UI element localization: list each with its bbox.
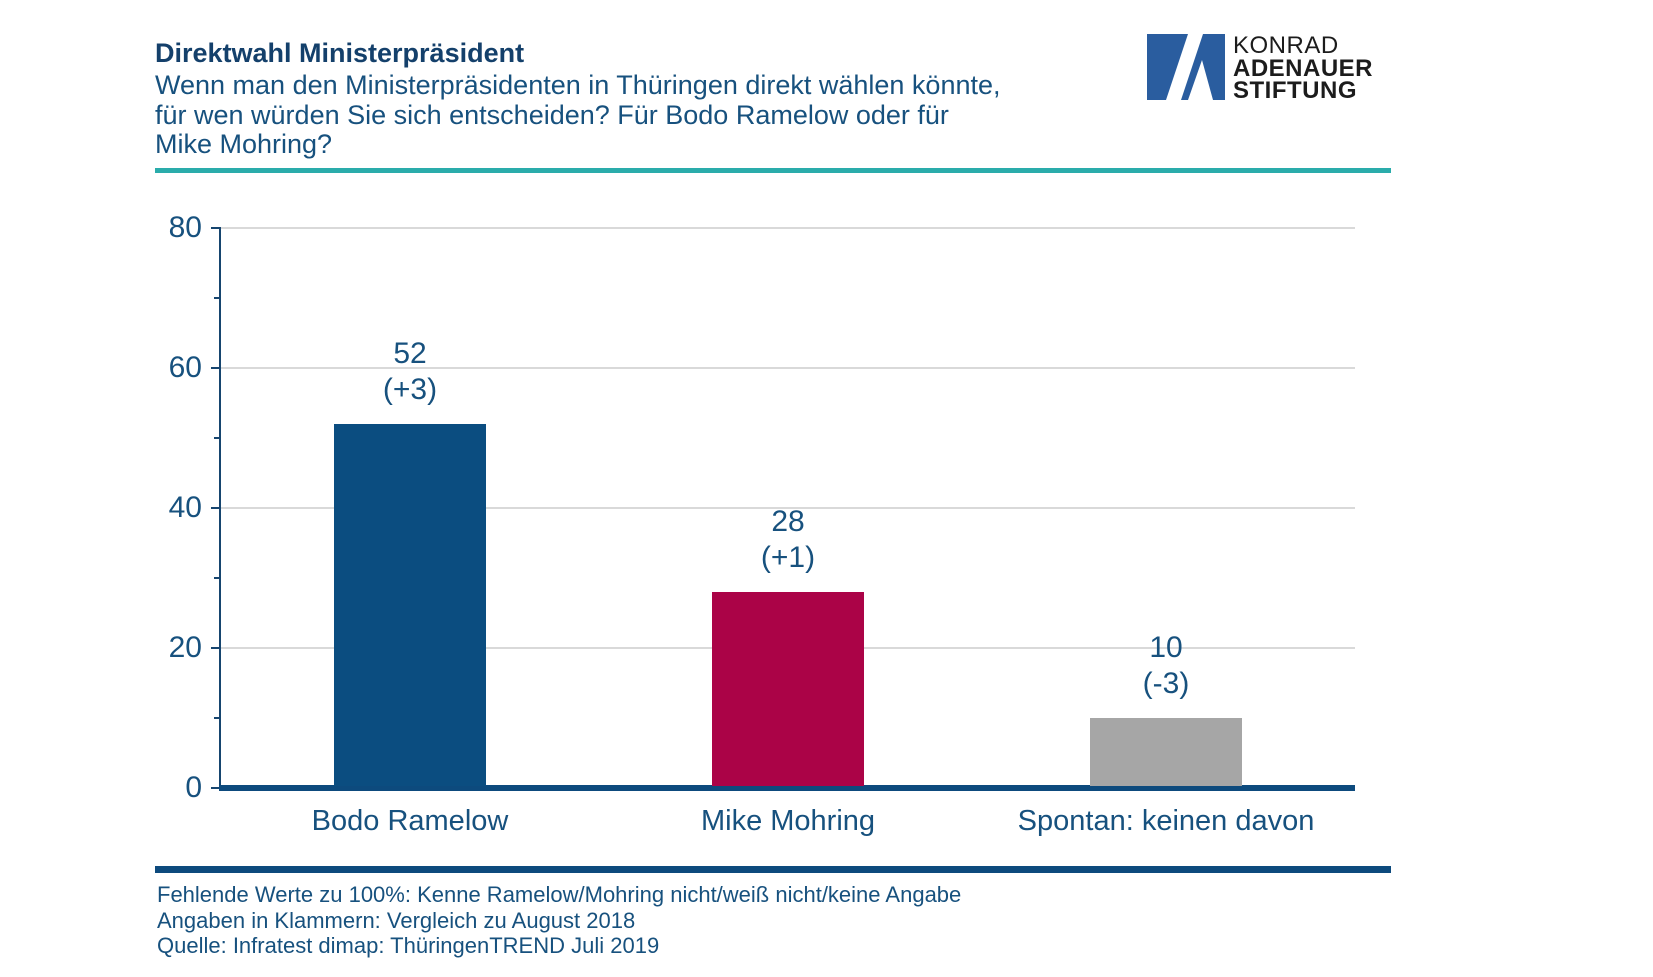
bar-spontan-keinen-davon [1090, 718, 1242, 786]
y-axis-minor-tick-70 [214, 297, 221, 299]
survey-question-line: für wen würden Sie sich entscheiden? Für… [155, 99, 949, 130]
bar-value-label: 10 (-3) [1066, 630, 1266, 702]
survey-question-line: Mike Mohring? [155, 129, 333, 159]
y-axis-tick-0 [211, 787, 221, 789]
y-axis-label-80: 80 [168, 211, 202, 244]
konrad-adenauer-stiftung-logo: KONRAD ADENAUER STIFTUNG [1147, 34, 1407, 104]
y-axis-tick-20 [211, 647, 221, 649]
kas-a-mark-icon [1147, 34, 1225, 100]
survey-question-line: Wenn man den Ministerpräsidenten in Thür… [155, 70, 1001, 100]
y-axis-tick-40 [211, 507, 221, 509]
footnote-brackets: Angaben in Klammern: Vergleich zu August… [157, 907, 636, 933]
y-axis-label-20: 20 [168, 631, 202, 664]
bar-change-value: (+1) [760, 541, 816, 574]
bar-mike-mohring [712, 592, 864, 786]
survey-question: Wenn man den Ministerpräsidenten in Thür… [155, 70, 1001, 160]
y-axis-minor-tick-30 [214, 577, 221, 579]
y-axis-label-40: 40 [168, 491, 202, 524]
page-title: Direktwahl Ministerpräsident [155, 38, 525, 68]
x-axis-baseline [219, 785, 1355, 791]
footer-divider-rule [155, 866, 1391, 873]
y-axis-label-0: 0 [185, 771, 202, 804]
y-axis-tick-60 [211, 367, 221, 369]
y-axis-label-60: 60 [168, 351, 202, 384]
bar-value-label: 52 (+3) [310, 336, 510, 408]
bar-value: 28 [771, 505, 805, 538]
gridline-80 [221, 227, 1355, 229]
bar-change-value: (+3) [382, 373, 438, 406]
bar-bodo-ramelow [334, 424, 486, 786]
x-axis-category-label: Spontan: keinen davon [1017, 805, 1315, 837]
footnotes: Fehlende Werte zu 100%: Kenne Ramelow/Mo… [157, 882, 961, 959]
bar-value-label: 28 (+1) [688, 504, 888, 576]
logo-word-konrad: KONRAD [1233, 32, 1339, 59]
footnote-source: Quelle: Infratest dimap: ThüringenTREND … [157, 933, 660, 958]
gridline-40 [221, 507, 1355, 509]
y-axis-minor-tick-50 [214, 437, 221, 439]
bar-value: 10 [1149, 631, 1183, 664]
header-divider-rule [155, 168, 1391, 173]
y-axis-tick-80 [211, 227, 221, 229]
bar-value: 52 [393, 337, 427, 370]
bar-change-value: (-3) [1142, 667, 1190, 700]
gridline-60 [221, 367, 1355, 369]
logo-wordmark: KONRAD ADENAUER STIFTUNG [1233, 32, 1374, 104]
x-axis-category-label: Bodo Ramelow [311, 805, 509, 837]
logo-word-adenauer: ADENAUER [1233, 54, 1374, 82]
y-axis-minor-tick-10 [214, 717, 221, 719]
y-axis-line [219, 227, 221, 791]
x-axis-category-label: Mike Mohring [700, 805, 876, 837]
footnote-missing-values: Fehlende Werte zu 100%: Kenne Ramelow/Mo… [157, 882, 962, 907]
logo-word-stiftung: STIFTUNG [1233, 77, 1357, 104]
